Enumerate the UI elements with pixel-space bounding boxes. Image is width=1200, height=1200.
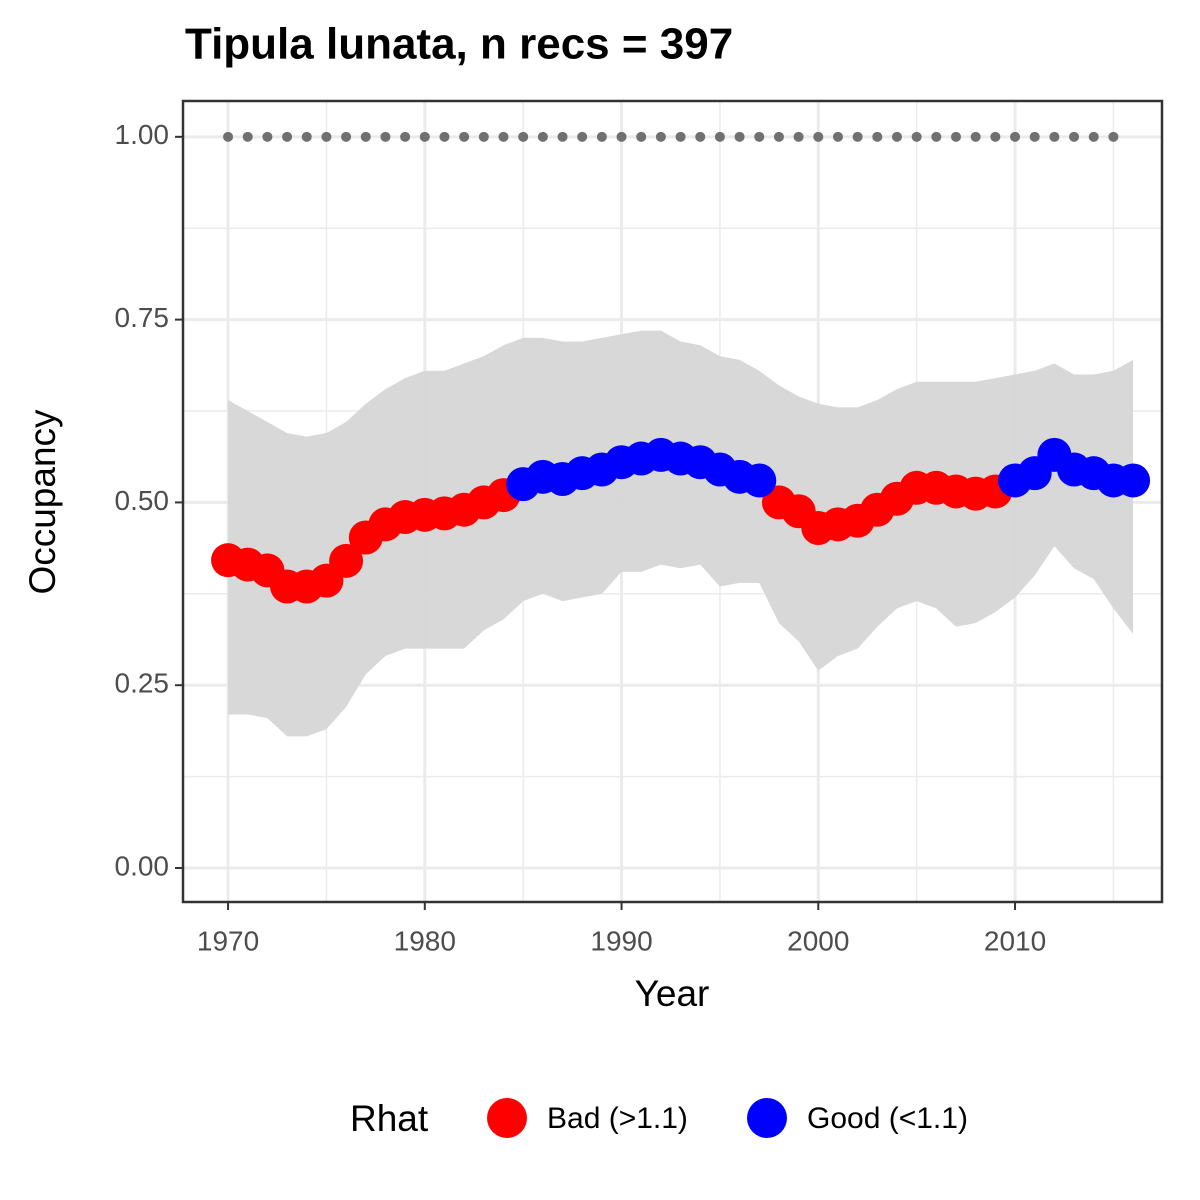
legend-title: Rhat	[350, 1098, 429, 1139]
reference-dot	[1029, 131, 1040, 142]
y-axis-title: Occupancy	[22, 409, 63, 595]
reference-dot	[262, 131, 273, 142]
x-axis-title: Year	[635, 973, 710, 1014]
reference-dot	[498, 131, 509, 142]
reference-dot	[852, 131, 863, 142]
x-tick-label: 2010	[984, 925, 1046, 956]
legend-label: Good (<1.1)	[807, 1102, 968, 1135]
x-tick-label: 1990	[590, 925, 652, 956]
x-tick-label: 2000	[787, 925, 849, 956]
reference-dot	[518, 131, 529, 142]
reference-dot	[1049, 131, 1060, 142]
reference-dot	[813, 131, 824, 142]
reference-dot	[1069, 131, 1080, 142]
reference-dot	[1108, 131, 1119, 142]
reference-dot	[1010, 131, 1021, 142]
legend-swatch	[747, 1098, 787, 1138]
reference-dot	[478, 131, 489, 142]
reference-dot	[242, 131, 253, 142]
reference-dot	[754, 131, 765, 142]
reference-dot	[301, 131, 312, 142]
reference-dot	[321, 131, 332, 142]
reference-dot	[439, 131, 450, 142]
reference-dot	[360, 131, 371, 142]
reference-dot	[951, 131, 962, 142]
reference-dot	[773, 131, 784, 142]
reference-dot	[341, 131, 352, 142]
reference-dot	[557, 131, 568, 142]
y-tick-label: 0.25	[115, 668, 170, 699]
reference-dot	[400, 131, 411, 142]
legend-swatch	[487, 1098, 527, 1138]
legend-label: Bad (>1.1)	[547, 1102, 688, 1135]
reference-dot	[577, 131, 588, 142]
reference-dot	[872, 131, 883, 142]
reference-dot	[537, 131, 548, 142]
reference-dot	[1088, 131, 1099, 142]
reference-dot	[990, 131, 1001, 142]
y-tick-label: 0.75	[115, 302, 170, 333]
point	[1116, 463, 1151, 498]
x-tick-label: 1980	[394, 925, 456, 956]
reference-dot	[282, 131, 293, 142]
reference-dot	[380, 131, 391, 142]
reference-dot	[714, 131, 725, 142]
reference-dot	[419, 131, 430, 142]
y-tick-label: 0.50	[115, 485, 170, 516]
reference-dot	[734, 131, 745, 142]
reference-dot	[655, 131, 666, 142]
panel-border	[181, 99, 1164, 904]
reference-dot	[970, 131, 981, 142]
reference-dot	[459, 131, 470, 142]
reference-dot	[596, 131, 607, 142]
y-tick-label: 0.00	[115, 850, 170, 881]
reference-dot	[223, 131, 234, 142]
reference-dot	[931, 131, 942, 142]
reference-dot	[675, 131, 686, 142]
x-tick-label: 1970	[197, 925, 259, 956]
point	[742, 463, 777, 498]
credible-band	[228, 330, 1134, 737]
reference-dot	[832, 131, 843, 142]
y-tick-label: 1.00	[115, 119, 170, 150]
reference-dot	[891, 131, 902, 142]
reference-dot	[695, 131, 706, 142]
reference-dot	[793, 131, 804, 142]
reference-dot	[616, 131, 627, 142]
chart-title: Tipula lunata, n recs = 397	[185, 20, 733, 69]
point	[329, 543, 364, 578]
reference-dot	[911, 131, 922, 142]
reference-dot	[636, 131, 647, 142]
